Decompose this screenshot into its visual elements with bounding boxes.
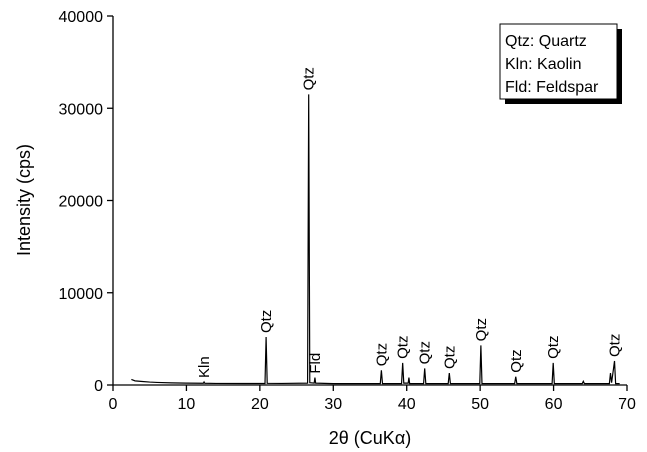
y-tick-label: 10000 [59, 286, 104, 303]
key-box [499, 23, 618, 100]
y-tick-label: 30000 [59, 101, 104, 118]
y-tick-label: 20000 [59, 194, 104, 211]
y-tick-label: 0 [94, 378, 103, 395]
x-tick-label: 70 [618, 396, 636, 413]
peak-label: Qtz [441, 346, 458, 369]
x-tick-label: 50 [471, 396, 489, 413]
peak-label: Qtz [545, 336, 562, 359]
x-tick-label: 40 [398, 396, 416, 413]
x-axis-label: 2θ (CuKα) [329, 428, 411, 448]
peak-label: Kln [196, 356, 213, 378]
key-entry: Kln: Kaolin [505, 56, 582, 73]
x-tick-label: 30 [324, 396, 342, 413]
peak-label: Qtz [301, 67, 318, 90]
peak-label: Qtz [473, 318, 490, 341]
y-axis-label: Intensity (cps) [14, 144, 34, 256]
x-tick-label: 20 [251, 396, 269, 413]
peak-label: Fld [307, 353, 324, 374]
key-entry: Fld: Feldspar [505, 79, 599, 96]
peak-label: Qtz [373, 343, 390, 366]
y-tick-label: 40000 [59, 9, 104, 26]
key-entry: Qtz: Quartz [505, 33, 587, 50]
peak-label: Qtz [395, 336, 412, 359]
peak-label: Qtz [508, 349, 525, 372]
peak-label: Qtz [417, 341, 434, 364]
x-tick-label: 10 [178, 396, 196, 413]
x-tick-label: 60 [545, 396, 563, 413]
pattern-line [131, 94, 620, 385]
x-tick-label: 0 [109, 396, 118, 413]
peak-label: Qtz [607, 334, 624, 357]
peak-label: Qtz [258, 310, 275, 333]
